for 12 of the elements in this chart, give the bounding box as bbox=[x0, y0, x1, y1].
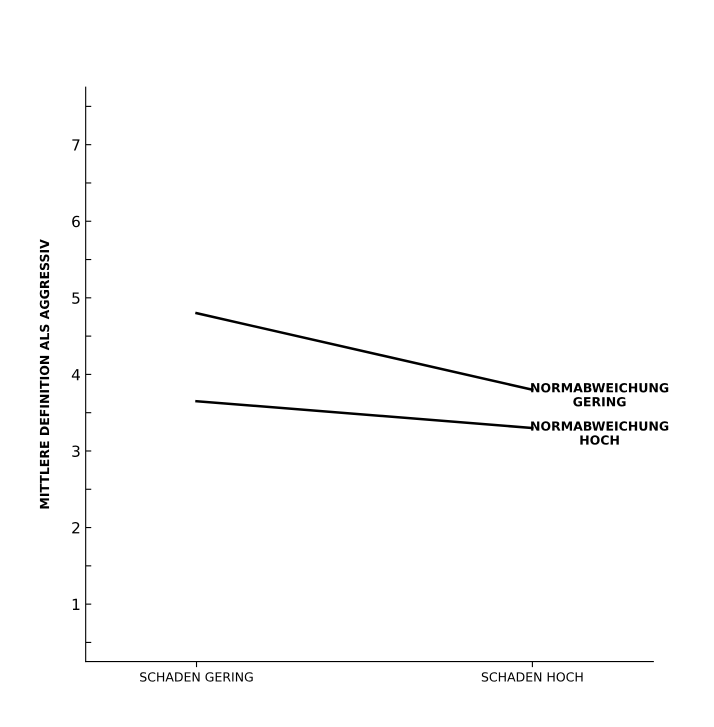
x-tick-label: SCHADEN HOCH bbox=[482, 672, 583, 682]
y-tick-label: 5 bbox=[72, 292, 80, 304]
y-axis-title: MITTLERE DEFINITION ALS AGGRESSIV bbox=[40, 239, 50, 508]
series-label: NORMABWEICHUNG GERING bbox=[531, 383, 668, 406]
y-tick-label: 6 bbox=[72, 216, 80, 228]
y-tick-label: 2 bbox=[72, 522, 80, 534]
y-tick-label: 7 bbox=[72, 139, 80, 150]
x-tick-label: SCHADEN GERING bbox=[140, 672, 253, 682]
series-label: NORMABWEICHUNG HOCH bbox=[531, 421, 668, 445]
y-tick-label: 1 bbox=[72, 598, 80, 610]
y-tick-label: 4 bbox=[72, 369, 80, 380]
y-tick-label: 3 bbox=[72, 445, 80, 458]
